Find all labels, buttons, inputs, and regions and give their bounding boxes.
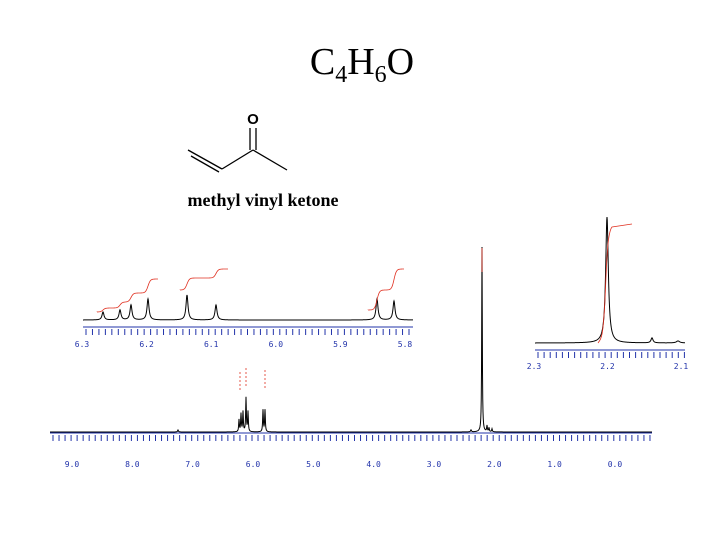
tick-label: 6.1 [204, 340, 219, 349]
tick-label: 7.0 [185, 460, 200, 469]
tick-label: 2.3 [527, 362, 542, 371]
tick-label: 6.3 [75, 340, 90, 349]
compound-name: methyl vinyl ketone [188, 190, 339, 210]
tick-label: 5.9 [333, 340, 348, 349]
formula-part: H [347, 41, 374, 83]
formula-part: 6 [375, 62, 387, 88]
tick-label: 6.0 [269, 340, 284, 349]
tick-label: 0.0 [608, 460, 623, 469]
spectrum-trace [535, 216, 686, 344]
spectrum-trace [83, 294, 413, 321]
integral-trace [179, 268, 228, 291]
tick-label: 2.0 [487, 460, 502, 469]
tick-label: 5.0 [306, 460, 321, 469]
spectrum-trace [50, 246, 652, 433]
tick-label: 3.0 [427, 460, 442, 469]
tick-label: 1.0 [547, 460, 562, 469]
tick-label: 4.0 [366, 460, 381, 469]
tick-label: 2.2 [600, 362, 615, 371]
formula-part: O [387, 41, 414, 83]
integral-trace [367, 268, 404, 311]
formula-part: 4 [335, 62, 347, 88]
tick-label: 9.0 [65, 460, 80, 469]
molecule-bonds [187, 128, 288, 173]
atom-label: O [247, 111, 259, 128]
spectra: 9.0 8.0 7.0 6.0 5.0 4.0 3.0 2.0 1.0 0.0 6.3 6.2 6.1 6… [50, 216, 689, 469]
integral-trace [96, 278, 159, 313]
tick-label: 2.1 [674, 362, 689, 371]
tick-label: 6.0 [246, 460, 261, 469]
tick-label: 5.8 [398, 340, 413, 349]
formula: C4H6O [310, 41, 414, 88]
tick-label: 8.0 [125, 460, 140, 469]
integral-trace [597, 223, 633, 344]
formula-part: C [310, 41, 335, 83]
tick-label: 6.2 [139, 340, 154, 349]
